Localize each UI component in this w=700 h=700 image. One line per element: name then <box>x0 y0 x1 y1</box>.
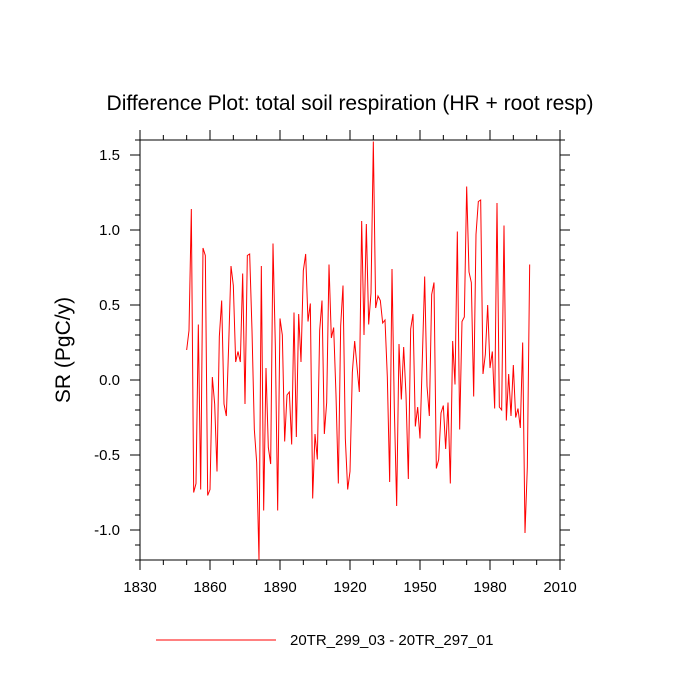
y-tick-label: 0.0 <box>99 372 120 389</box>
y-tick-label: 1.0 <box>99 222 120 239</box>
x-tick-label: 1920 <box>333 579 366 596</box>
series-group <box>186 141 531 561</box>
x-tick-label: 2010 <box>543 579 576 596</box>
legend-label: 20TR_299_03 - 20TR_297_01 <box>290 632 493 649</box>
y-axis-tick-labels: 1.5 1.0 0.5 0.0 -0.5 -1.0 <box>94 147 120 539</box>
y-tick-label: -0.5 <box>94 447 120 464</box>
x-tick-label: 1890 <box>263 579 296 596</box>
y-tick-label: 1.5 <box>99 147 120 164</box>
chart-title: Difference Plot: total soil respiration … <box>107 92 594 115</box>
x-tick-label: 1830 <box>123 579 156 596</box>
y-axis-label: SR (PgC/y) <box>52 297 75 403</box>
axis-ticks <box>130 130 570 570</box>
x-tick-label: 1860 <box>193 579 226 596</box>
y-tick-label: -1.0 <box>94 522 120 539</box>
series-line <box>186 141 531 561</box>
legend: 20TR_299_03 - 20TR_297_01 <box>156 632 493 649</box>
x-tick-label: 1980 <box>473 579 506 596</box>
y-tick-label: 0.5 <box>99 297 120 314</box>
x-tick-label: 1950 <box>403 579 436 596</box>
x-axis-tick-labels: 1830 1860 1890 1920 1950 1980 2010 <box>123 579 576 596</box>
